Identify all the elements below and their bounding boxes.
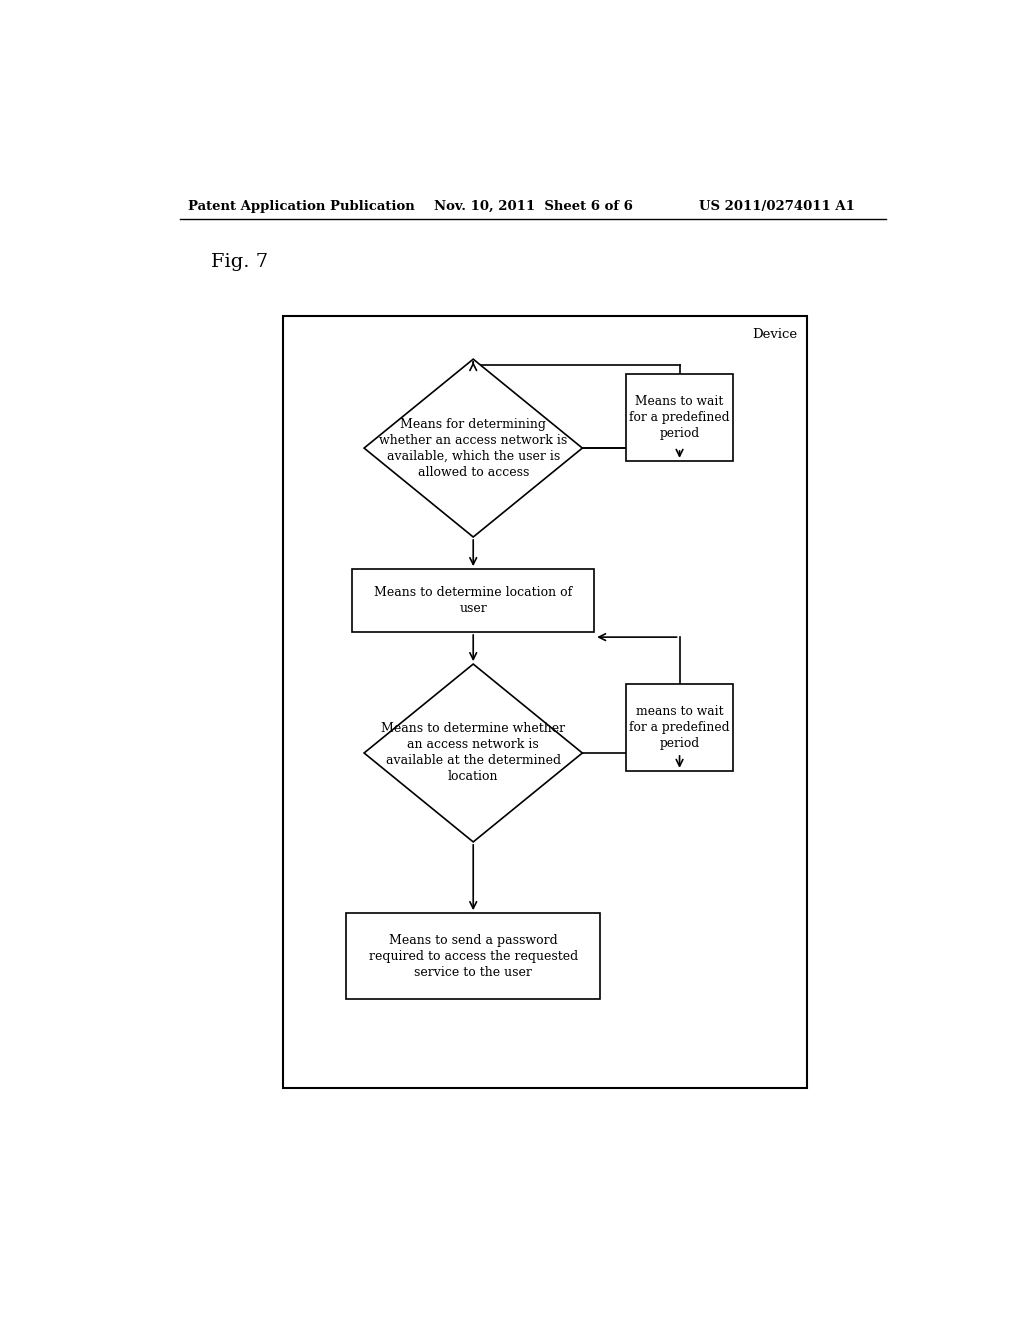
FancyBboxPatch shape: [626, 684, 733, 771]
Text: Means for determining
whether an access network is
available, which the user is
: Means for determining whether an access …: [379, 417, 567, 479]
Polygon shape: [365, 359, 583, 537]
FancyBboxPatch shape: [352, 569, 594, 632]
FancyBboxPatch shape: [283, 315, 807, 1089]
Text: Means to send a password
required to access the requested
service to the user: Means to send a password required to acc…: [369, 933, 578, 978]
Text: means to wait
for a predefined
period: means to wait for a predefined period: [630, 705, 730, 750]
Text: Means to wait
for a predefined
period: Means to wait for a predefined period: [630, 395, 730, 440]
FancyBboxPatch shape: [346, 913, 600, 999]
Text: Means to determine location of
user: Means to determine location of user: [374, 586, 572, 615]
Text: Fig. 7: Fig. 7: [211, 253, 268, 271]
Text: Patent Application Publication: Patent Application Publication: [187, 199, 415, 213]
Text: Means to determine whether
an access network is
available at the determined
loca: Means to determine whether an access net…: [381, 722, 565, 784]
Polygon shape: [365, 664, 583, 842]
Text: US 2011/0274011 A1: US 2011/0274011 A1: [699, 199, 855, 213]
Text: Nov. 10, 2011  Sheet 6 of 6: Nov. 10, 2011 Sheet 6 of 6: [433, 199, 633, 213]
FancyBboxPatch shape: [626, 375, 733, 461]
Text: Device: Device: [752, 329, 797, 341]
